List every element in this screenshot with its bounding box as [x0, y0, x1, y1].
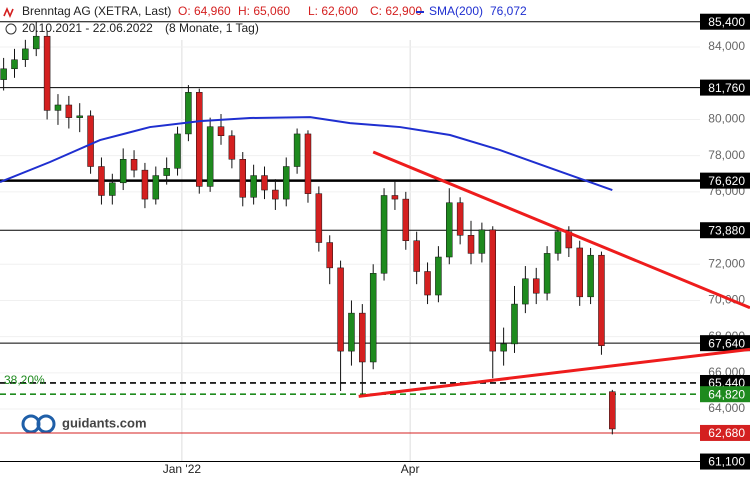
logo-icon — [3, 6, 14, 19]
y-tick-label: 64,000 — [708, 401, 745, 415]
period: 20.10.2021 - 22.06.2022 — [22, 21, 153, 35]
candle-body — [152, 175, 160, 200]
candle-body — [478, 229, 486, 254]
level-label: 62,680 — [708, 426, 745, 440]
level-label-box — [700, 222, 750, 239]
candle-body — [54, 104, 62, 111]
level-label-box — [700, 172, 750, 189]
y-tick-label: 78,000 — [708, 148, 745, 162]
level-label: 73,880 — [708, 223, 745, 237]
candle-body — [456, 202, 464, 236]
candle-body — [467, 235, 475, 254]
candle-body — [424, 271, 431, 296]
candle-body — [348, 312, 355, 352]
quote-close: C: 62,900 — [370, 4, 422, 18]
candle-body — [543, 253, 551, 294]
candle-body — [141, 169, 149, 200]
x-tick-label: Apr — [401, 462, 420, 476]
candle-body — [217, 126, 225, 136]
level-label: 64,820 — [708, 387, 745, 401]
candle-body — [76, 115, 83, 118]
level-label-box — [700, 386, 750, 403]
candle-body — [315, 193, 323, 243]
x-tick-label: Jan '22 — [163, 462, 202, 476]
fib-label: 38,20% — [4, 373, 45, 387]
candle-body — [11, 59, 18, 70]
quote-low: L: 62,600 — [308, 4, 358, 18]
candle-body — [522, 278, 529, 305]
candle-body — [369, 273, 377, 363]
quote-open: O: 64,960 — [178, 4, 231, 18]
candle-body — [337, 267, 344, 352]
candle-body — [609, 391, 616, 430]
quote-high: H: 65,060 — [238, 4, 290, 18]
level-label-box — [700, 13, 750, 30]
y-tick-label: 72,000 — [708, 256, 745, 270]
candle-body — [435, 256, 442, 296]
watermark-logo — [21, 414, 56, 434]
candle-body — [43, 35, 51, 111]
clock-icon — [5, 23, 17, 35]
candle-body — [446, 202, 453, 258]
candle-body — [109, 182, 116, 196]
candle-body — [196, 92, 203, 187]
candle-body — [174, 133, 181, 169]
candle-body — [87, 115, 94, 167]
candle-body — [554, 231, 562, 254]
candle-body — [239, 159, 247, 198]
trend-line — [358, 347, 750, 398]
trend-line — [372, 150, 750, 310]
period-note: (8 Monate, 1 Tag) — [165, 21, 259, 35]
candle-body — [511, 303, 518, 345]
candle-body — [293, 133, 301, 167]
candle-body — [500, 343, 507, 352]
level-label-box — [700, 79, 750, 96]
y-tick-label: 84,000 — [708, 39, 745, 53]
candle-body — [402, 198, 410, 241]
level-label: 81,760 — [708, 81, 745, 95]
level-label: 61,100 — [708, 455, 745, 469]
candle-body — [326, 242, 333, 269]
candle-body — [119, 159, 127, 184]
candle-body — [0, 68, 7, 80]
level-label: 76,620 — [708, 174, 745, 188]
candle-body — [206, 126, 214, 187]
candle-body — [163, 168, 170, 176]
candle-body — [228, 135, 236, 160]
candle-body — [22, 48, 29, 60]
candle-body — [130, 159, 138, 171]
candle-body — [598, 254, 605, 346]
candle-body — [65, 104, 73, 118]
watermark: guidants.com — [62, 415, 147, 430]
sma-legend-name: SMA(200) — [429, 4, 483, 18]
candle-body — [282, 166, 290, 200]
candle-body — [304, 133, 312, 194]
candle-body — [587, 254, 594, 298]
y-tick-label: 80,000 — [708, 112, 745, 126]
candle-body — [576, 247, 583, 298]
candle-body — [532, 278, 540, 294]
candle-body — [272, 189, 279, 200]
level-label: 67,640 — [708, 336, 745, 350]
candle-body — [250, 175, 257, 198]
candle-body — [185, 92, 192, 135]
level-label-box — [700, 335, 750, 352]
level-label: 85,400 — [708, 15, 745, 29]
candle-body — [380, 195, 388, 274]
candle-body — [359, 312, 366, 363]
candle-body — [489, 229, 497, 352]
sma-legend-value: 76,072 — [490, 4, 527, 18]
candle-body — [98, 166, 105, 196]
candle-body — [32, 35, 40, 50]
candle-body — [413, 240, 420, 272]
chart-title: Brenntag AG (XETRA, Last) — [22, 4, 171, 18]
level-label-box — [700, 453, 750, 470]
candle-body — [261, 175, 268, 191]
candle-body — [391, 195, 399, 200]
level-label-box — [700, 424, 750, 441]
sma-line — [0, 116, 613, 191]
